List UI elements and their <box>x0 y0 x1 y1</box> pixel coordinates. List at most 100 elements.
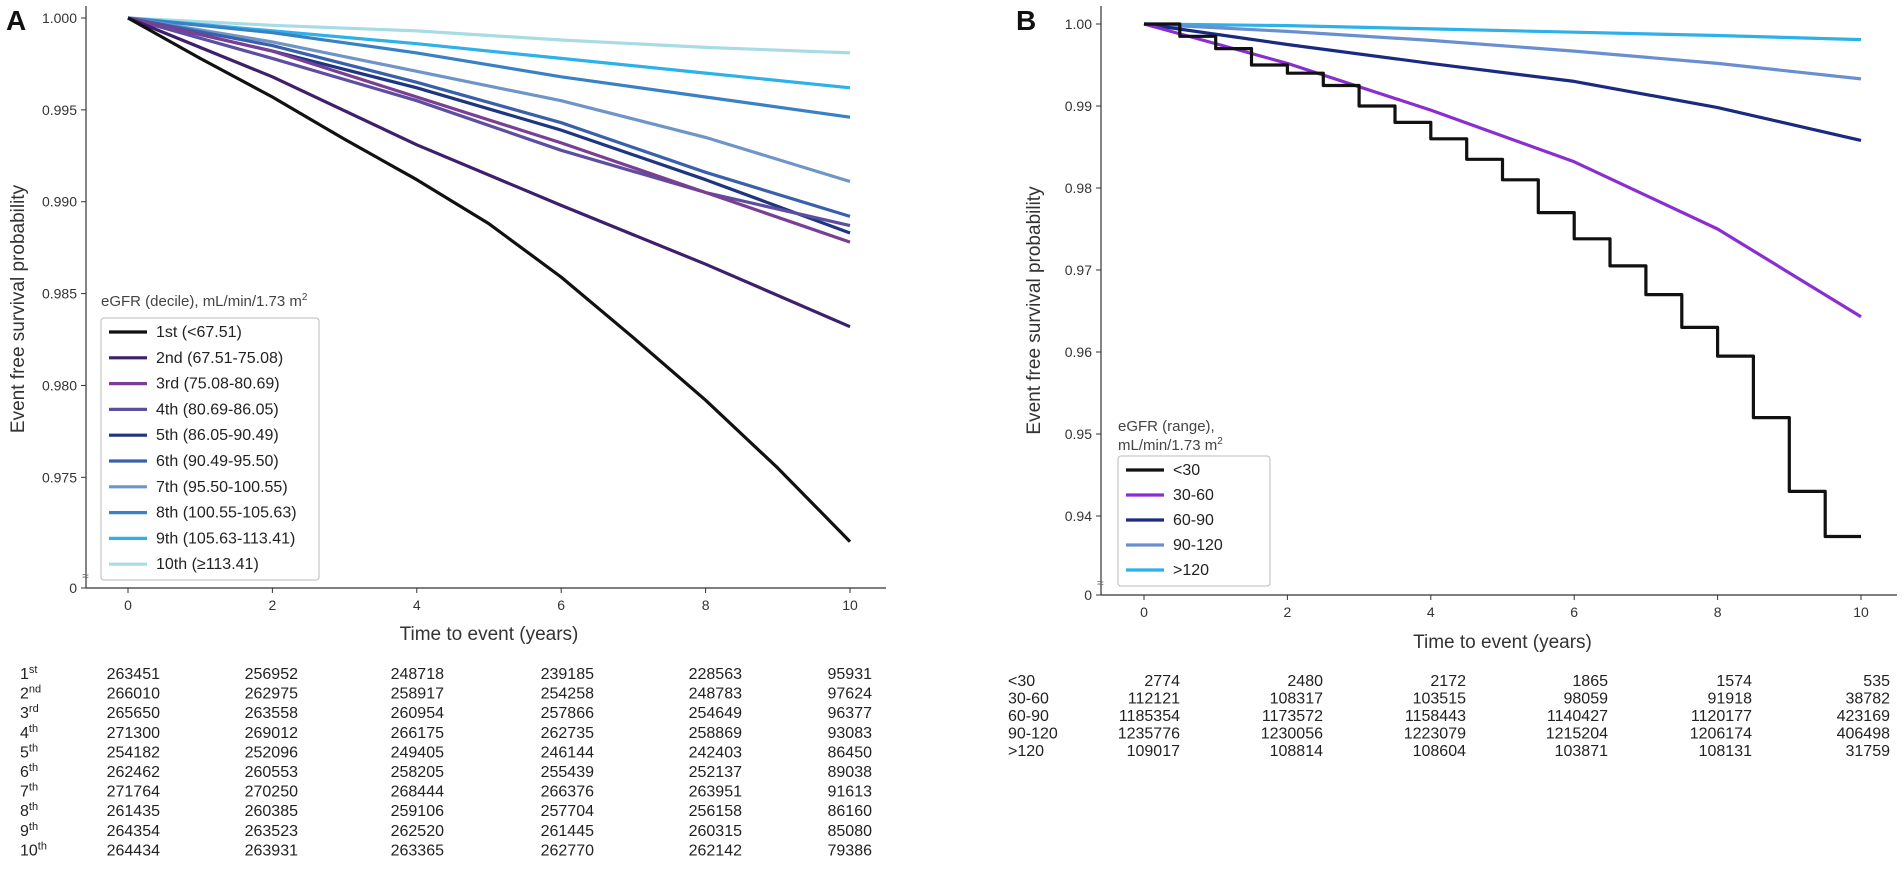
risk-cell: 263451 <box>107 666 160 683</box>
risk-row-label: 30-60 <box>1008 691 1049 708</box>
risk-cell: 246144 <box>541 744 594 761</box>
risk-cell: 91918 <box>1708 691 1753 708</box>
risk-cell: 109017 <box>1127 743 1180 760</box>
risk-cell: 98059 <box>1564 691 1609 708</box>
risk-cell: 263365 <box>391 842 444 859</box>
risk-cell: 269012 <box>245 725 298 742</box>
risk-cell: 1215204 <box>1546 726 1608 743</box>
risk-cell: 271764 <box>107 784 160 801</box>
y-tick-label: 0.985 <box>42 286 77 302</box>
risk-cell: 86160 <box>828 803 873 820</box>
series-line <box>1143 22 1862 81</box>
risk-cell: 262770 <box>541 842 594 859</box>
risk-cell: 93083 <box>828 725 873 742</box>
x-tick-label: 0 <box>124 597 132 613</box>
risk-row-label: 6th <box>20 762 38 781</box>
risk-cell: 260385 <box>245 803 298 820</box>
x-tick-label: 0 <box>1140 604 1148 620</box>
risk-cell: 96377 <box>828 705 873 722</box>
x-tick-label: 6 <box>557 597 565 613</box>
risk-cell: 108814 <box>1270 743 1323 760</box>
risk-cell: 259106 <box>391 803 444 820</box>
risk-cell: 1185354 <box>1119 708 1180 725</box>
risk-cell: 103515 <box>1413 691 1466 708</box>
risk-cell: 1206174 <box>1690 726 1752 743</box>
y-tick-label: 0.98 <box>1065 180 1092 196</box>
risk-row-label: 3rd <box>20 703 39 722</box>
x-tick-label: 6 <box>1570 604 1578 620</box>
x-tick-label: 10 <box>1853 604 1869 620</box>
legend-entry-label: 2nd (67.51-75.08) <box>156 350 283 367</box>
panel-letter-A: A <box>6 5 26 36</box>
risk-cell: 85080 <box>828 823 873 840</box>
legend-title: eGFR (range), <box>1118 418 1215 435</box>
legend-entry-label: <30 <box>1173 462 1200 479</box>
y-tick-label: 0.97 <box>1065 262 1092 278</box>
y-tick-label: 0.95 <box>1065 426 1092 442</box>
y-tick-label: 0.980 <box>42 377 77 393</box>
risk-cell: 270250 <box>245 784 298 801</box>
risk-cell: 406498 <box>1837 726 1890 743</box>
risk-row-label: 4th <box>20 723 38 742</box>
risk-row-label-sup: th <box>29 782 38 794</box>
risk-cell: 271300 <box>107 725 160 742</box>
risk-cell: 266010 <box>107 686 160 703</box>
risk-row-label: <30 <box>1008 673 1035 690</box>
risk-cell: 2480 <box>1287 673 1323 690</box>
legend-entry-label: 30-60 <box>1173 487 1214 504</box>
risk-cell: 258205 <box>391 764 444 781</box>
legend-entry-label: 3rd (75.08-80.69) <box>156 376 280 393</box>
risk-cell: 1574 <box>1716 673 1752 690</box>
legend-entry-label: 9th (105.63-113.41) <box>156 530 295 547</box>
risk-cell: 261435 <box>107 803 160 820</box>
risk-cell: 263931 <box>245 842 298 859</box>
legend-entry-label: >120 <box>1173 562 1209 579</box>
y-tick-label: 0.975 <box>42 469 77 485</box>
x-tick-label: 4 <box>1427 604 1435 620</box>
risk-cell: 254649 <box>689 705 742 722</box>
legend-title-sup: 2 <box>302 292 308 303</box>
risk-row-label-sup: th <box>29 821 38 833</box>
series-line <box>127 16 851 55</box>
risk-cell: 248783 <box>689 686 742 703</box>
risk-row-label-sup: th <box>29 801 38 813</box>
risk-cell: 254258 <box>541 686 594 703</box>
risk-row-label-sup: nd <box>29 684 41 696</box>
risk-row-label: 1st <box>20 664 37 683</box>
x-tick-label: 10 <box>842 597 858 613</box>
risk-cell: 535 <box>1863 673 1890 690</box>
x-tick-label: 2 <box>269 597 277 613</box>
legend-box <box>1117 455 1271 587</box>
risk-row-label-sup: th <box>29 742 38 754</box>
risk-row-label-sup: th <box>29 723 38 735</box>
legend-entry-label: 5th (86.05-90.49) <box>156 427 279 444</box>
x-axis-label: Time to event (years) <box>1413 632 1592 653</box>
risk-row-label: 9th <box>20 821 38 840</box>
y-tick-label: 1.000 <box>42 10 77 26</box>
y-tick-label: 0.96 <box>1065 344 1092 360</box>
risk-cell: 257704 <box>541 803 594 820</box>
risk-cell: 255439 <box>541 764 594 781</box>
risk-cell: 1223079 <box>1404 726 1466 743</box>
risk-cell: 261445 <box>541 823 594 840</box>
risk-cell: 262142 <box>689 842 742 859</box>
series-line <box>127 16 851 119</box>
risk-cell: 1235776 <box>1118 726 1180 743</box>
risk-row-label-sup: rd <box>29 703 39 715</box>
risk-row-label: 2nd <box>20 684 41 703</box>
risk-cell: 38782 <box>1846 691 1891 708</box>
x-tick-label: 8 <box>1714 604 1722 620</box>
panel-letter-B: B <box>1016 5 1036 36</box>
legend-title-sup: 2 <box>1217 436 1223 447</box>
risk-cell: 1230056 <box>1261 726 1323 743</box>
risk-cell: 248718 <box>391 666 444 683</box>
risk-cell: 266175 <box>391 725 444 742</box>
risk-row-label: 90-120 <box>1008 726 1058 743</box>
risk-cell: 258869 <box>689 725 742 742</box>
y-axis-label: Event free survival probability <box>8 184 29 433</box>
risk-cell: 260553 <box>245 764 298 781</box>
risk-cell: 258917 <box>391 686 444 703</box>
y-tick-label: 0.995 <box>42 102 77 118</box>
risk-cell: 262975 <box>245 686 298 703</box>
risk-cell: 91613 <box>828 784 873 801</box>
